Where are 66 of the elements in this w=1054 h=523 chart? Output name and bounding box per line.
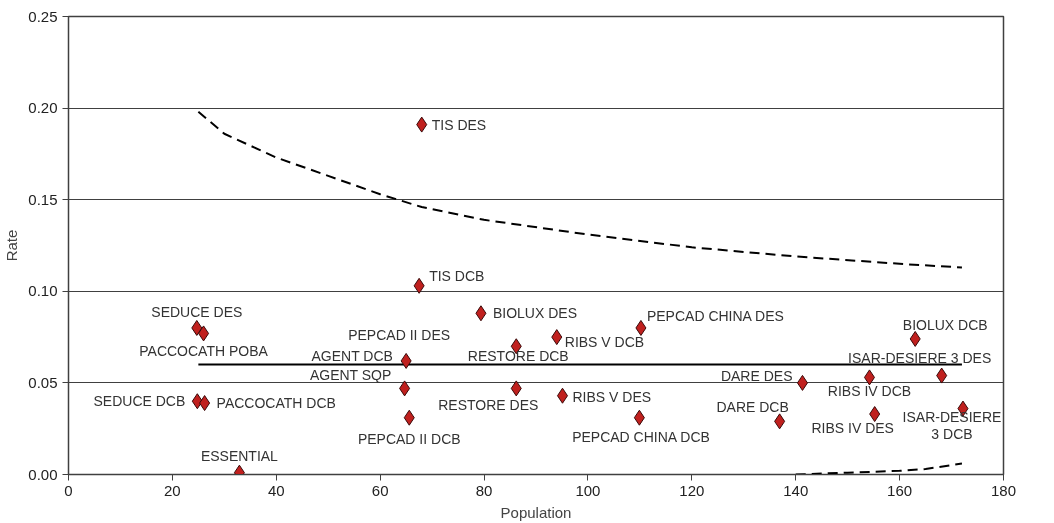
point	[403, 409, 415, 426]
point	[796, 374, 808, 391]
annotation: DARE DCB	[716, 399, 789, 416]
y-tick-label: 0.15	[28, 190, 58, 208]
annotation: SEDUCE DES	[151, 303, 243, 320]
annotation: RIBS IV DES	[811, 420, 894, 437]
annotation: DARE DES	[720, 367, 793, 384]
annotation: ISAR-DESIERE 3 DES	[848, 349, 992, 366]
y-axis-title: Rate	[3, 229, 21, 262]
point	[199, 395, 211, 412]
annotation: PACCOCATH DCB	[216, 395, 336, 412]
annotation: PEPCAD CHINA DES	[646, 307, 784, 324]
point	[635, 319, 647, 336]
point	[774, 413, 786, 430]
annotation: BIOLUX DCB	[902, 316, 988, 333]
x-tick-label: 0	[64, 481, 73, 499]
point	[510, 380, 522, 397]
point	[413, 277, 425, 294]
x-tick-label: 180	[990, 481, 1017, 499]
point	[556, 387, 568, 404]
x-tick-label: 100	[575, 481, 601, 499]
annotation: RESTORE DES	[438, 397, 539, 414]
point	[909, 330, 921, 347]
y-tick-label: 0.05	[28, 373, 58, 391]
point	[191, 393, 203, 410]
x-tick-label: 80	[475, 481, 493, 499]
point	[191, 319, 203, 336]
annotation: RIBS V DES	[572, 388, 652, 405]
annotation: RIBS IV DCB	[827, 383, 912, 400]
x-tick-label: 120	[679, 481, 705, 499]
annotation: TIS DES	[431, 116, 487, 133]
y-tick-label: 0.00	[28, 465, 58, 483]
x-tick-label: 60	[371, 481, 389, 499]
annotation: ISAR-DESIERE 3 DCB	[902, 408, 1002, 443]
x-tick-label: 140	[783, 481, 809, 499]
point	[400, 352, 412, 369]
point	[198, 325, 210, 342]
point	[863, 369, 875, 386]
point	[416, 116, 428, 133]
x-tick-label: 160	[887, 481, 913, 499]
y-tick-label: 0.20	[28, 99, 58, 117]
annotation: PEPCAD II DCB	[357, 430, 461, 447]
point	[633, 409, 645, 426]
annotation: AGENT SQP	[309, 367, 392, 384]
point	[869, 406, 881, 423]
point	[551, 329, 563, 346]
x-axis-title: Population	[500, 503, 572, 521]
point	[399, 380, 411, 397]
annotation: RIBS V DCB	[564, 334, 645, 351]
annotation: ESSENTIAL	[200, 447, 279, 464]
point	[475, 305, 487, 322]
annotation: RESTORE DCB	[467, 348, 569, 365]
annotation: SEDUCE DCB	[93, 393, 186, 410]
annotation: AGENT DCB	[311, 347, 393, 364]
annotation: TIS DCB	[429, 267, 485, 284]
annotation: PEPCAD CHINA DCB	[572, 428, 710, 445]
point	[936, 367, 948, 384]
x-tick-label: 20	[164, 481, 181, 499]
line-series	[197, 110, 963, 269]
annotation: PACCOCATH POBA	[139, 343, 269, 360]
line-series	[794, 462, 963, 475]
annotation: BIOLUX DES	[492, 305, 577, 322]
annotation: PEPCAD II DES	[348, 326, 451, 343]
x-tick-label: 40	[267, 481, 285, 499]
y-tick-label: 0.25	[28, 7, 58, 25]
y-tick-label: 0.10	[28, 282, 58, 300]
